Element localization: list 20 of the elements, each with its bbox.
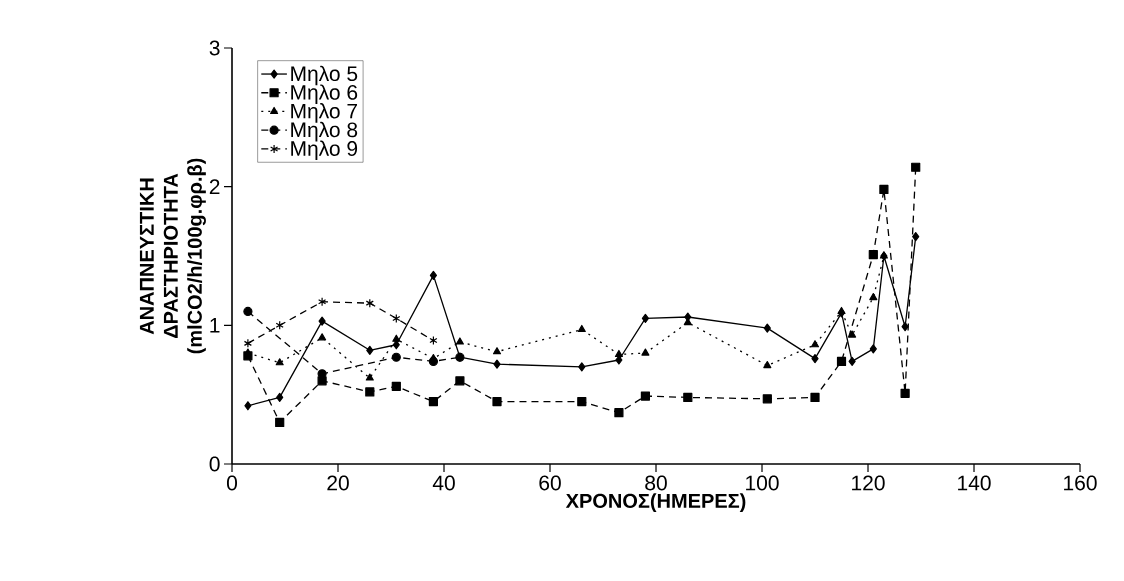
x-axis-title: ΧΡΟΝΟΣ(ΗΜΕΡΕΣ)	[565, 493, 746, 512]
x-tick-label: 120	[852, 475, 885, 491]
x-tick-label: 0	[226, 475, 238, 491]
legend-label: Μηλο 5	[291, 65, 358, 86]
x-tick-label: 40	[432, 475, 455, 491]
y-tick-label: 3	[209, 40, 220, 56]
legend-label: Μηλο 9	[291, 140, 358, 161]
legend-label: Μηλο 7	[291, 103, 358, 123]
x-tick-label: 140	[958, 475, 991, 491]
x-tick-label: 20	[327, 475, 349, 491]
y-tick-label: 0	[209, 456, 220, 472]
legend-label: Μηλο 6	[291, 84, 358, 104]
y-tick-label: 1	[210, 318, 220, 333]
x-tick-label: 100	[746, 475, 779, 491]
y-tick-label: 2	[209, 179, 220, 194]
legend-label: Μηλο 8	[291, 121, 358, 142]
x-tick-label: 160	[1064, 475, 1097, 491]
y-axis-title: ΑΝΑΠΝΕΥΣΤΙΚΗ ΔΡΑΣΤΗΡΙΟΤΗΤΑ (mlCO2/h/100g.φρ.β)	[139, 158, 206, 354]
x-tick-label: 80	[645, 475, 667, 491]
x-tick-label: 60	[539, 475, 561, 491]
